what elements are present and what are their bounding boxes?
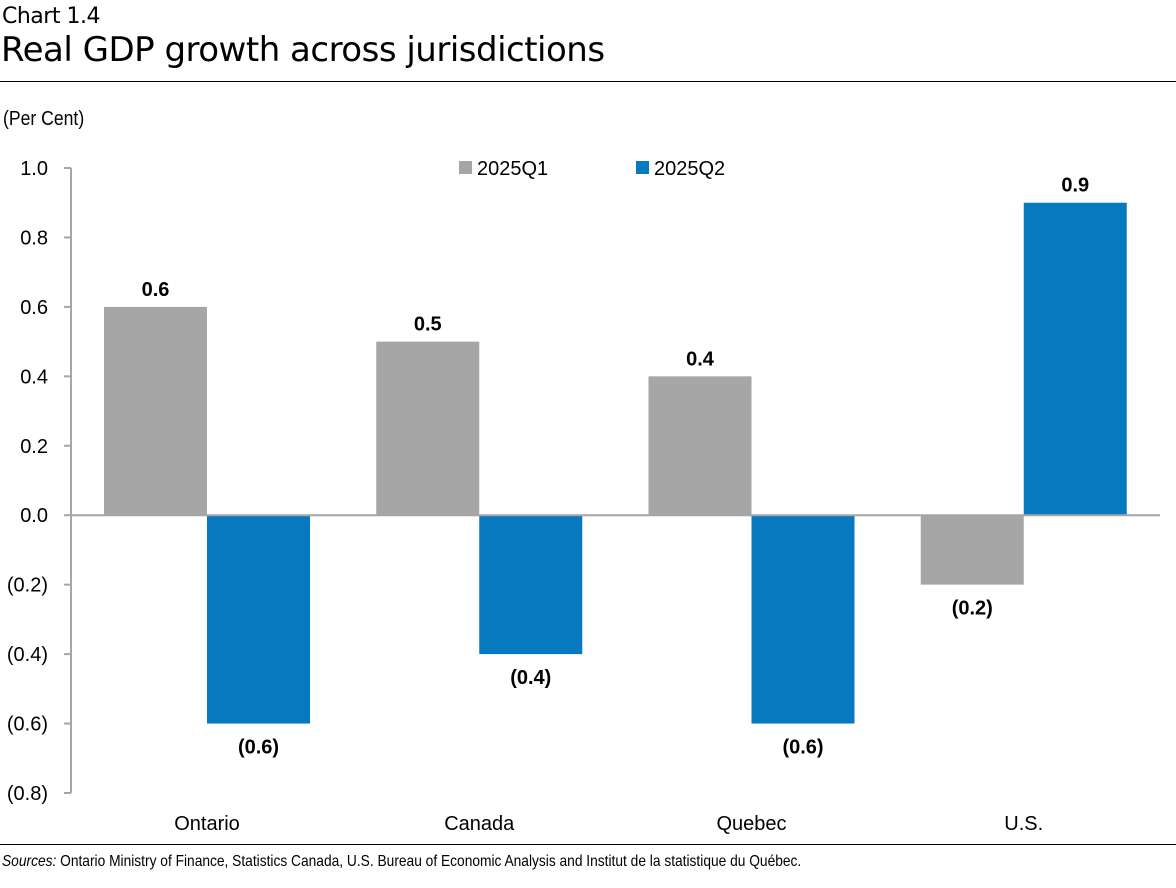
y-tick-label: (0.4)	[7, 644, 48, 666]
sources-note: Sources: Ontario Ministry of Finance, St…	[2, 853, 801, 871]
x-tick-label: Ontario	[174, 813, 240, 835]
data-label: 0.4	[686, 348, 715, 370]
x-tick-label: U.S.	[1004, 813, 1043, 835]
legend-label: 2025Q1	[477, 158, 548, 180]
bar-2025q2-us	[1023, 202, 1127, 516]
y-tick-label: 1.0	[20, 158, 48, 180]
bar-2025q1-ontario	[104, 306, 207, 516]
y-tick-label: 0.0	[20, 505, 48, 527]
data-label: 0.6	[142, 279, 170, 301]
sources-label: Sources:	[2, 853, 57, 870]
y-axis-unit-label: (Per Cent)	[3, 108, 85, 130]
x-tick-label: Canada	[444, 813, 515, 835]
y-tick-label: (0.8)	[7, 783, 48, 805]
data-label: 0.5	[414, 314, 442, 336]
data-label: (0.6)	[238, 737, 279, 759]
data-label: (0.2)	[952, 598, 993, 620]
data-label: 0.9	[1061, 175, 1089, 197]
legend-label: 2025Q2	[654, 158, 725, 180]
title-divider	[0, 81, 1176, 82]
y-tick-label: (0.2)	[7, 575, 48, 597]
bar-2025q2-ontario	[207, 515, 310, 724]
chart-number: Chart 1.4	[2, 4, 100, 29]
chart-title: Real GDP growth across jurisdictions	[1, 30, 605, 70]
bar-2025q1-canada	[376, 341, 480, 516]
legend-swatch-2025q1	[459, 161, 472, 174]
x-tick-label: Quebec	[716, 813, 786, 835]
y-tick-label: 0.6	[20, 297, 48, 319]
y-tick-label: 0.8	[20, 227, 48, 249]
bar-2025q1-quebec	[648, 376, 752, 516]
y-tick-label: 0.2	[20, 436, 48, 458]
bar-2025q2-canada	[479, 515, 583, 655]
y-tick-label: 0.4	[20, 366, 48, 388]
legend-swatch-2025q2	[636, 161, 649, 174]
footer-divider	[0, 844, 1176, 845]
y-tick-label: (0.6)	[7, 714, 48, 736]
sources-text: Ontario Ministry of Finance, Statistics …	[56, 853, 802, 870]
data-label: (0.6)	[782, 737, 823, 759]
bar-2025q2-quebec	[751, 515, 855, 724]
data-label: (0.4)	[510, 667, 551, 689]
bar-2025q1-us	[920, 515, 1024, 585]
